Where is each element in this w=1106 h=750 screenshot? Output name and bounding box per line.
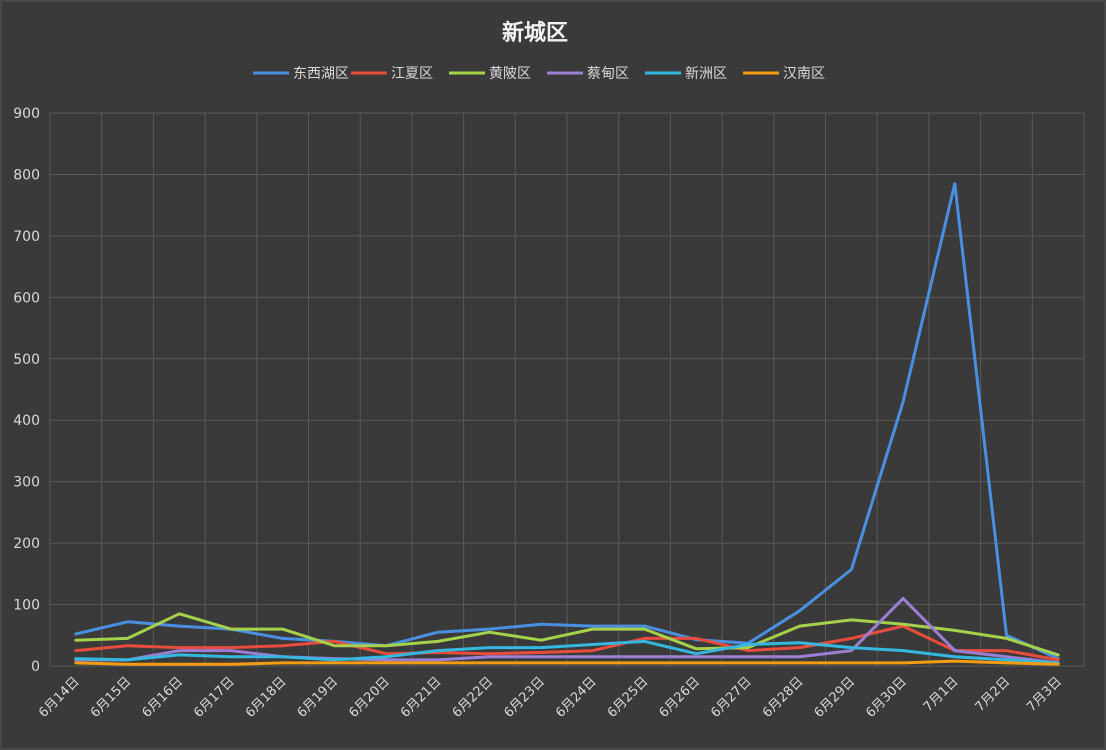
series-line — [74, 639, 1060, 665]
series-group — [74, 182, 1060, 666]
y-tick-label: 900 — [13, 106, 40, 122]
series-line — [74, 659, 1060, 666]
y-tick-label: 600 — [13, 290, 40, 306]
series-line — [74, 612, 1060, 657]
legend-label: 蔡甸区 — [587, 66, 629, 82]
legend: 东西湖区 江夏区 黄陂区 蔡甸区 新洲区 汉南区 — [253, 65, 825, 82]
legend-label: 新洲区 — [685, 66, 727, 82]
y-tick-label: 500 — [13, 352, 40, 368]
y-tick-label: 400 — [13, 413, 40, 429]
legend-label: 汉南区 — [783, 66, 825, 82]
y-tick-label: 0 — [31, 659, 40, 675]
chart-title: 新城区 — [502, 20, 568, 46]
y-axis: 0 100 200 300 400 500 600 700 800 900 — [13, 106, 40, 675]
y-tick-label: 700 — [13, 229, 40, 245]
legend-label: 东西湖区 — [293, 66, 349, 82]
legend-label: 黄陂区 — [489, 65, 531, 82]
y-tick-label: 100 — [13, 598, 40, 614]
gridlines — [49, 112, 1085, 667]
legend-label: 江夏区 — [391, 66, 433, 82]
y-tick-label: 200 — [13, 536, 40, 552]
y-tick-label: 300 — [13, 475, 40, 491]
series-line — [74, 624, 1060, 662]
series-line — [74, 182, 1060, 661]
series-line — [74, 596, 1060, 665]
y-tick-label: 800 — [13, 167, 40, 183]
